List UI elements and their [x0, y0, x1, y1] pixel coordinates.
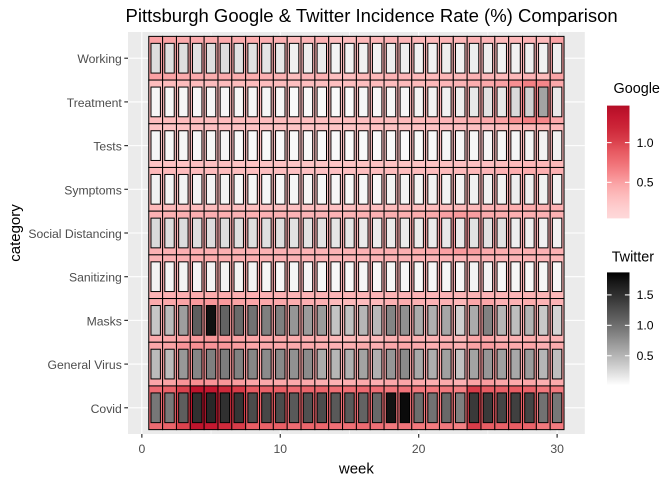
svg-text:20: 20 [412, 442, 426, 456]
svg-text:week: week [338, 461, 375, 478]
svg-text:0.5: 0.5 [637, 176, 654, 190]
svg-text:Tests: Tests [93, 140, 121, 154]
svg-text:10: 10 [273, 442, 287, 456]
svg-text:category: category [7, 204, 24, 262]
svg-text:Treatment: Treatment [67, 96, 123, 110]
svg-text:0: 0 [138, 442, 145, 456]
svg-text:General Virus: General Virus [48, 358, 122, 372]
svg-text:Symptoms: Symptoms [64, 183, 122, 197]
svg-text:30: 30 [550, 442, 564, 456]
svg-text:1.0: 1.0 [637, 136, 654, 150]
svg-text:Google: Google [614, 81, 660, 97]
svg-text:Twitter: Twitter [612, 250, 655, 266]
svg-text:1.0: 1.0 [637, 319, 654, 333]
svg-text:Masks: Masks [87, 314, 122, 328]
svg-text:Social Distancing: Social Distancing [28, 227, 121, 241]
svg-text:Pittsburgh Google & Twitter In: Pittsburgh Google & Twitter Incidence Ra… [126, 5, 618, 26]
svg-text:Working: Working [77, 52, 121, 66]
svg-text:1.5: 1.5 [637, 288, 654, 302]
svg-text:Covid: Covid [91, 402, 122, 416]
svg-text:0.5: 0.5 [637, 349, 654, 363]
svg-text:Sanitizing: Sanitizing [69, 271, 122, 285]
